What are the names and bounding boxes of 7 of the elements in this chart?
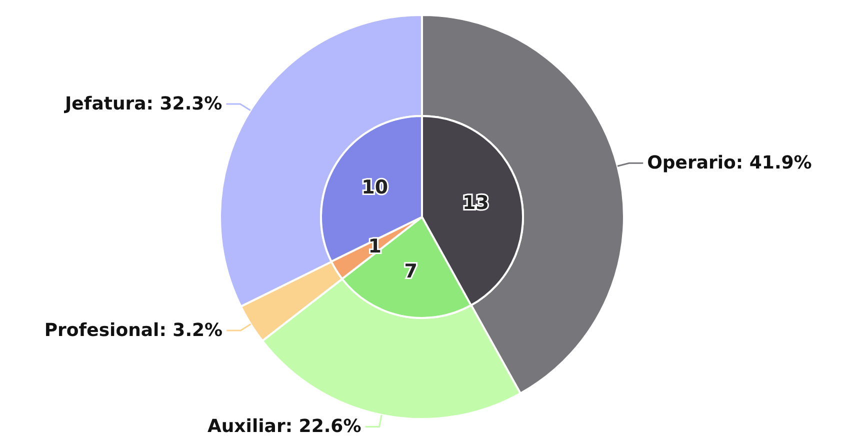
data-label: 13: [462, 192, 490, 214]
slice-label: Auxiliar: 22.6%: [207, 416, 362, 438]
slice-label: Operario: 41.9%: [647, 152, 812, 174]
data-label: 7: [404, 260, 418, 282]
slice-label: Profesional: 3.2%: [44, 320, 223, 342]
data-label: 10: [362, 176, 388, 199]
slice-label: Jefatura: 32.3%: [62, 94, 222, 115]
